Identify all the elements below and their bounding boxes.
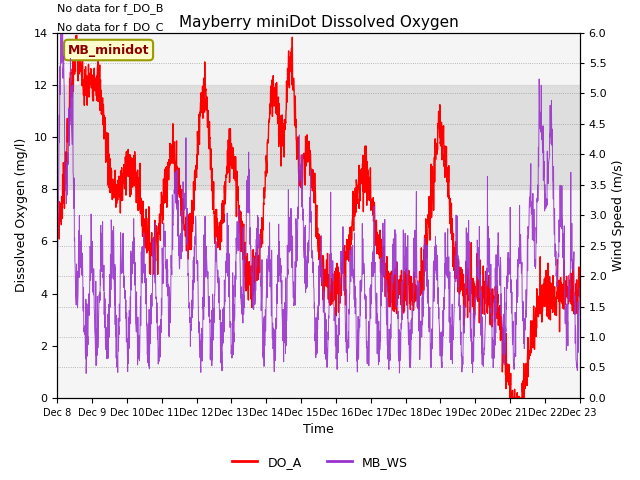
- Text: No data for f_DO_C: No data for f_DO_C: [58, 22, 164, 33]
- Title: Mayberry miniDot Dissolved Oxygen: Mayberry miniDot Dissolved Oxygen: [179, 15, 458, 30]
- X-axis label: Time: Time: [303, 423, 334, 436]
- Text: MB_minidot: MB_minidot: [68, 44, 149, 57]
- Y-axis label: Dissolved Oxygen (mg/l): Dissolved Oxygen (mg/l): [15, 138, 28, 292]
- Y-axis label: Wind Speed (m/s): Wind Speed (m/s): [612, 159, 625, 271]
- Text: No data for f_DO_B: No data for f_DO_B: [58, 3, 164, 14]
- Bar: [58, 85, 580, 189]
- Legend: DO_A, MB_WS: DO_A, MB_WS: [227, 451, 413, 474]
